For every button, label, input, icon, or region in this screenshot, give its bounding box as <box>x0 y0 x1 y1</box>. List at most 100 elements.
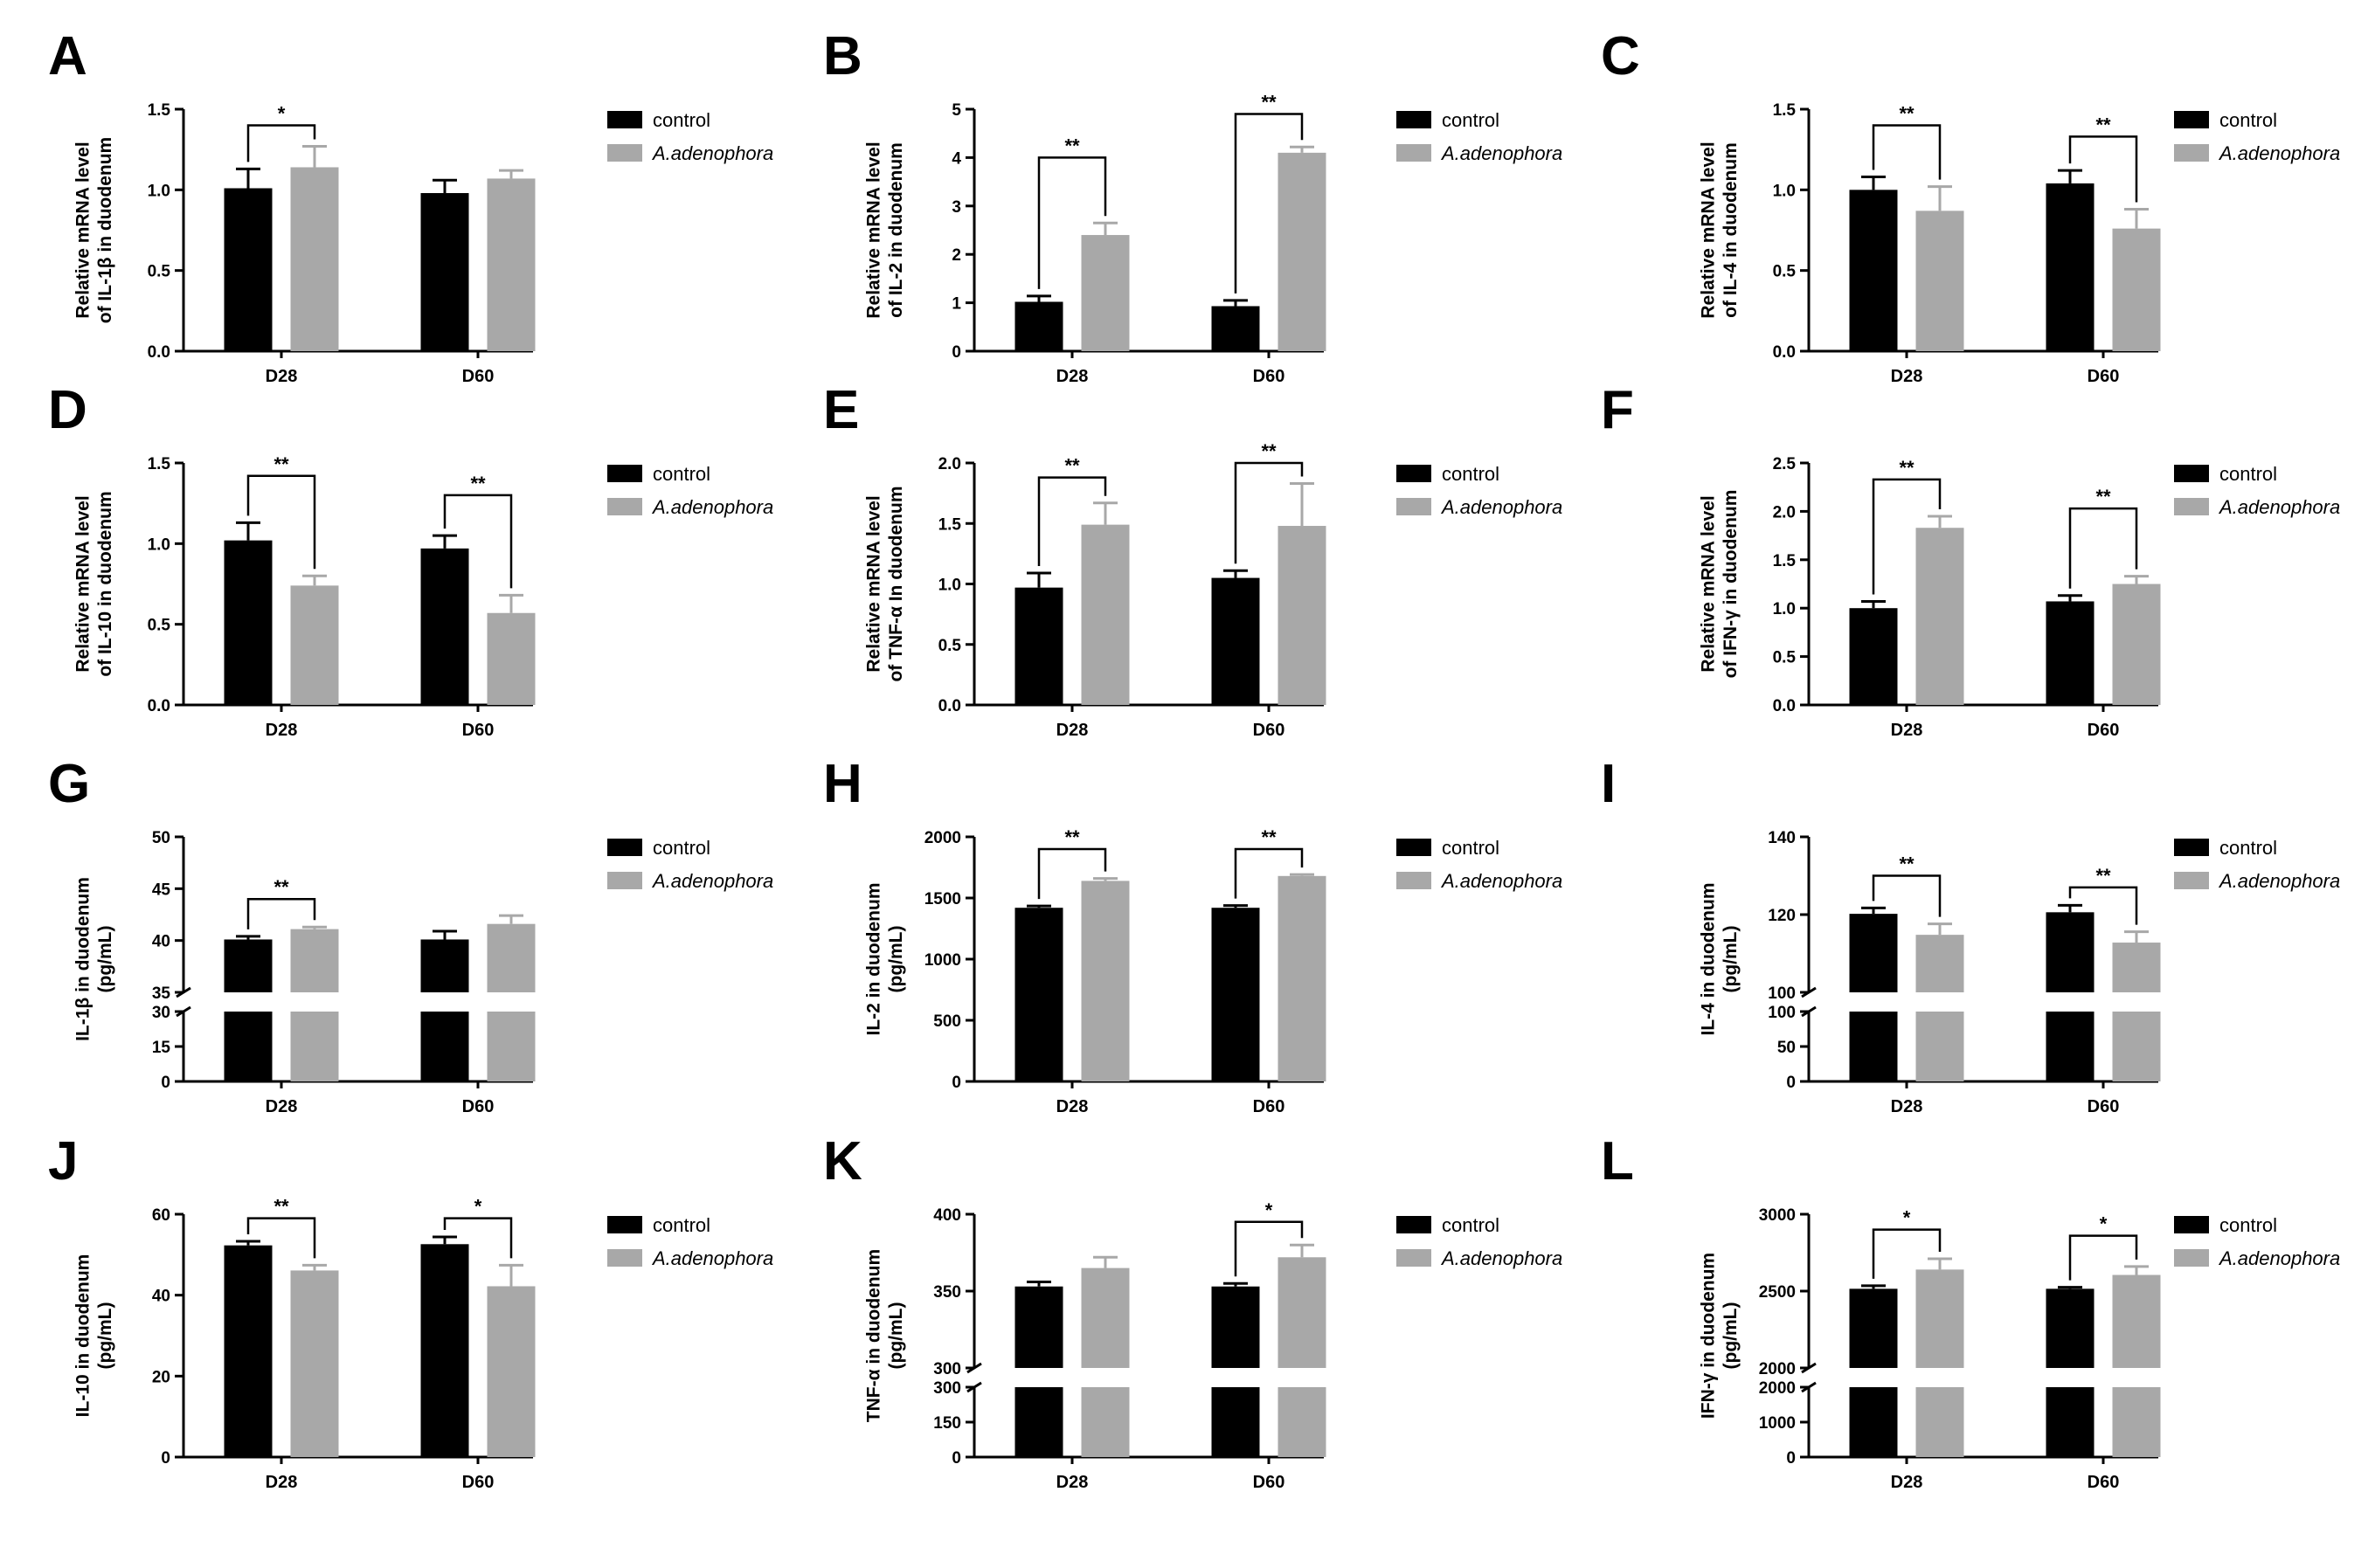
y-tick-label: 1.0 <box>148 182 170 200</box>
y-axis-label-line: of IL-2 in duodenum <box>886 142 906 318</box>
y-tick-label: 0 <box>1786 1074 1796 1092</box>
significance-bracket <box>1037 156 1107 289</box>
bar-treatment <box>487 612 536 705</box>
y-axis-label-line: Relative mRNA level <box>1699 495 1719 672</box>
bar-control <box>420 193 469 351</box>
legend-label-control: control <box>2219 837 2277 859</box>
significance-label: ** <box>1064 135 1080 156</box>
y-axis-label: Relative mRNA level of IL-2 in duodenum <box>864 142 906 318</box>
y-tick-label: 350 <box>933 1283 961 1302</box>
bar-control <box>1211 1286 1260 1368</box>
significance-bracket <box>2068 135 2138 203</box>
legend-swatch-control <box>607 465 642 482</box>
bar-treatment-lower <box>1915 1387 1964 1457</box>
y-axis-label-line: of IL-4 in duodenum <box>1721 142 1741 318</box>
significance-label: ** <box>274 876 289 898</box>
x-tick-label: D60 <box>1253 1097 1285 1116</box>
bar-treatment <box>2112 228 2161 351</box>
y-tick-label: 0.5 <box>148 263 171 281</box>
y-tick-label: 1.0 <box>1773 182 1796 200</box>
significance-label: ** <box>1261 92 1277 114</box>
significance-label: * <box>1903 1207 1911 1229</box>
legend-label-control: control <box>2219 109 2277 131</box>
legend-swatch-treatment <box>2174 872 2209 889</box>
panel-letter: G <box>48 754 90 814</box>
legend-label-control: control <box>1442 837 1499 859</box>
y-tick-label: 140 <box>1768 829 1796 847</box>
bar-treatment <box>1915 1269 1964 1368</box>
significance-label: ** <box>1261 826 1277 848</box>
bar-control <box>1014 908 1063 1081</box>
bar-treatment-lower <box>1278 1387 1326 1457</box>
y-tick-label: 5 <box>952 101 961 120</box>
y-tick-label: 2000 <box>924 829 961 847</box>
y-tick-label: 0 <box>161 1449 170 1468</box>
significance-label: ** <box>2095 865 2111 887</box>
significance-label: ** <box>470 473 486 494</box>
legend-swatch-control <box>607 111 642 128</box>
significance-label: ** <box>274 453 289 475</box>
legend-swatch-treatment <box>607 872 642 889</box>
y-axis-label-line: of IL-1β in duodenum <box>95 137 115 323</box>
legend-swatch-treatment <box>2174 144 2209 162</box>
y-tick-label: 3 <box>952 198 961 217</box>
y-tick-label: 0 <box>952 1449 961 1468</box>
y-tick-label: 0 <box>952 1074 961 1092</box>
bar-treatment <box>487 923 536 992</box>
y-tick-label: 50 <box>1777 1039 1796 1057</box>
bar-control <box>1849 914 1898 992</box>
panel-c: C Relative mRNA level of IL-4 in duodenum 0… <box>1601 26 2340 386</box>
y-tick-label: 1.0 <box>938 577 961 595</box>
legend-label-treatment: A.adenophora <box>2218 1247 2340 1269</box>
legend-label-treatment: A.adenophora <box>1440 1247 1562 1269</box>
bar-control <box>420 548 469 705</box>
legend-label-control: control <box>2219 463 2277 485</box>
y-axis-label: Relative mRNA level of TNF-α In duodenum <box>864 486 906 681</box>
y-tick-label: 100 <box>1768 1004 1796 1022</box>
y-tick-label: 400 <box>933 1206 961 1225</box>
legend-label-control: control <box>1442 1214 1499 1236</box>
bar-treatment <box>290 929 339 992</box>
panel-letter: F <box>1601 380 1634 440</box>
y-axis-label-line: IL-1β in duodenum <box>73 877 93 1041</box>
y-axis-label-line: (pg/mL) <box>95 1302 115 1370</box>
bar-treatment-lower <box>1915 1012 1964 1081</box>
bar-treatment <box>1081 1268 1130 1368</box>
bar-treatment <box>290 167 339 351</box>
significance-bracket <box>1037 847 1107 900</box>
y-axis-label-line: (pg/mL) <box>886 926 906 993</box>
x-tick-label: D28 <box>266 721 298 740</box>
bar-treatment <box>487 1286 536 1457</box>
significance-bracket <box>246 474 316 570</box>
bar-control <box>2046 1288 2095 1368</box>
panel-h: H IL-2 in duodenum (pg/mL) 0 500 1000 1500 2000… <box>823 754 1562 1116</box>
bar-treatment <box>1278 1257 1326 1368</box>
y-tick-label: 0.5 <box>1773 649 1797 667</box>
bar-control-lower <box>2046 1012 2095 1081</box>
legend-swatch-control <box>1396 1216 1431 1233</box>
significance-bracket <box>1234 847 1304 899</box>
y-tick-label: 0 <box>1786 1449 1796 1468</box>
bar-treatment <box>1915 528 1964 705</box>
x-tick-label: D60 <box>462 1473 495 1492</box>
significance-label: * <box>474 1196 482 1218</box>
x-tick-label: D60 <box>2088 1097 2120 1116</box>
y-axis-label-line: of IL-10 in duodenum <box>95 491 115 676</box>
legend-label-control: control <box>653 109 710 131</box>
x-tick-label: D28 <box>1056 1473 1089 1492</box>
y-tick-label: 30 <box>152 1004 170 1022</box>
bar-control-lower <box>2046 1387 2095 1457</box>
legend-swatch-control <box>607 1216 642 1233</box>
y-tick-label: 2.0 <box>938 455 961 473</box>
legend-label-treatment: A.adenophora <box>651 142 773 164</box>
legend-swatch-control <box>607 839 642 856</box>
x-tick-label: D60 <box>462 367 495 386</box>
panel-f: F Relative mRNA level of IFN-γ in duodenum… <box>1601 380 2340 740</box>
legend-swatch-control <box>2174 465 2209 482</box>
y-tick-label: 35 <box>152 984 171 1003</box>
y-tick-label: 150 <box>933 1414 961 1433</box>
